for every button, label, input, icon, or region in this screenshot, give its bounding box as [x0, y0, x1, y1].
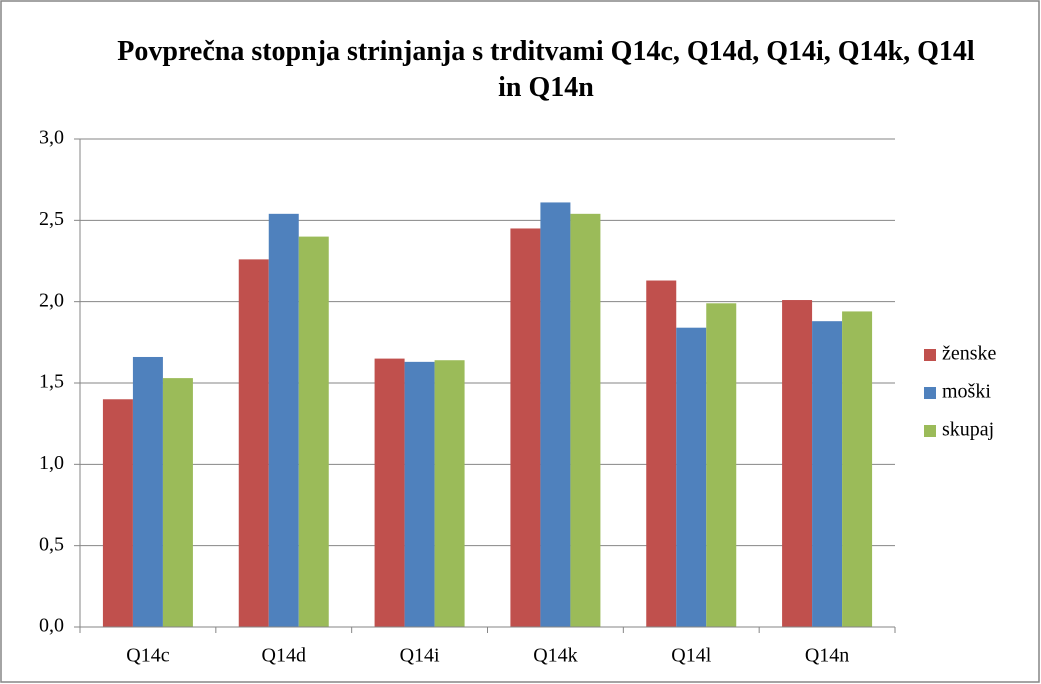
- bar: [374, 358, 405, 627]
- x-tick-label: Q14k: [533, 645, 577, 667]
- legend-label: moški: [942, 381, 991, 403]
- bar: [510, 228, 541, 627]
- bar: [162, 378, 193, 627]
- legend-swatch: [924, 349, 936, 361]
- x-tick-label: Q14i: [400, 645, 440, 667]
- chart-title: Povprečna stopnja strinjanja s trditvami…: [117, 36, 975, 103]
- bar: [812, 321, 843, 627]
- legend-swatch: [924, 387, 936, 399]
- legend-swatch: [924, 425, 936, 437]
- bar: [646, 280, 677, 627]
- x-tick-label: Q14d: [262, 645, 306, 667]
- bar: [298, 236, 329, 627]
- bar: [404, 361, 435, 627]
- bar: [706, 303, 737, 627]
- bar: [676, 327, 707, 627]
- legend-label: ženske: [942, 343, 997, 365]
- bar: [570, 213, 601, 627]
- bar: [540, 202, 571, 627]
- legend-label: skupaj: [942, 419, 994, 441]
- bar: [782, 300, 813, 627]
- x-tick-label: Q14n: [805, 645, 849, 667]
- bar: [842, 311, 873, 627]
- y-tick-label: 3,0: [39, 127, 64, 149]
- y-tick-label: 1,5: [39, 371, 64, 393]
- y-tick-label: 0,5: [39, 533, 64, 555]
- x-tick-label: Q14c: [126, 645, 169, 667]
- x-tick-label: Q14l: [671, 645, 711, 667]
- y-tick-label: 1,0: [39, 452, 64, 474]
- bar: [102, 399, 133, 627]
- y-tick-label: 2,0: [39, 289, 64, 311]
- bar: [238, 259, 269, 627]
- y-tick-label: 0,0: [39, 615, 64, 637]
- bar: [434, 360, 465, 627]
- y-tick-label: 2,5: [39, 208, 64, 230]
- bar: [132, 356, 163, 627]
- bar: [268, 213, 299, 627]
